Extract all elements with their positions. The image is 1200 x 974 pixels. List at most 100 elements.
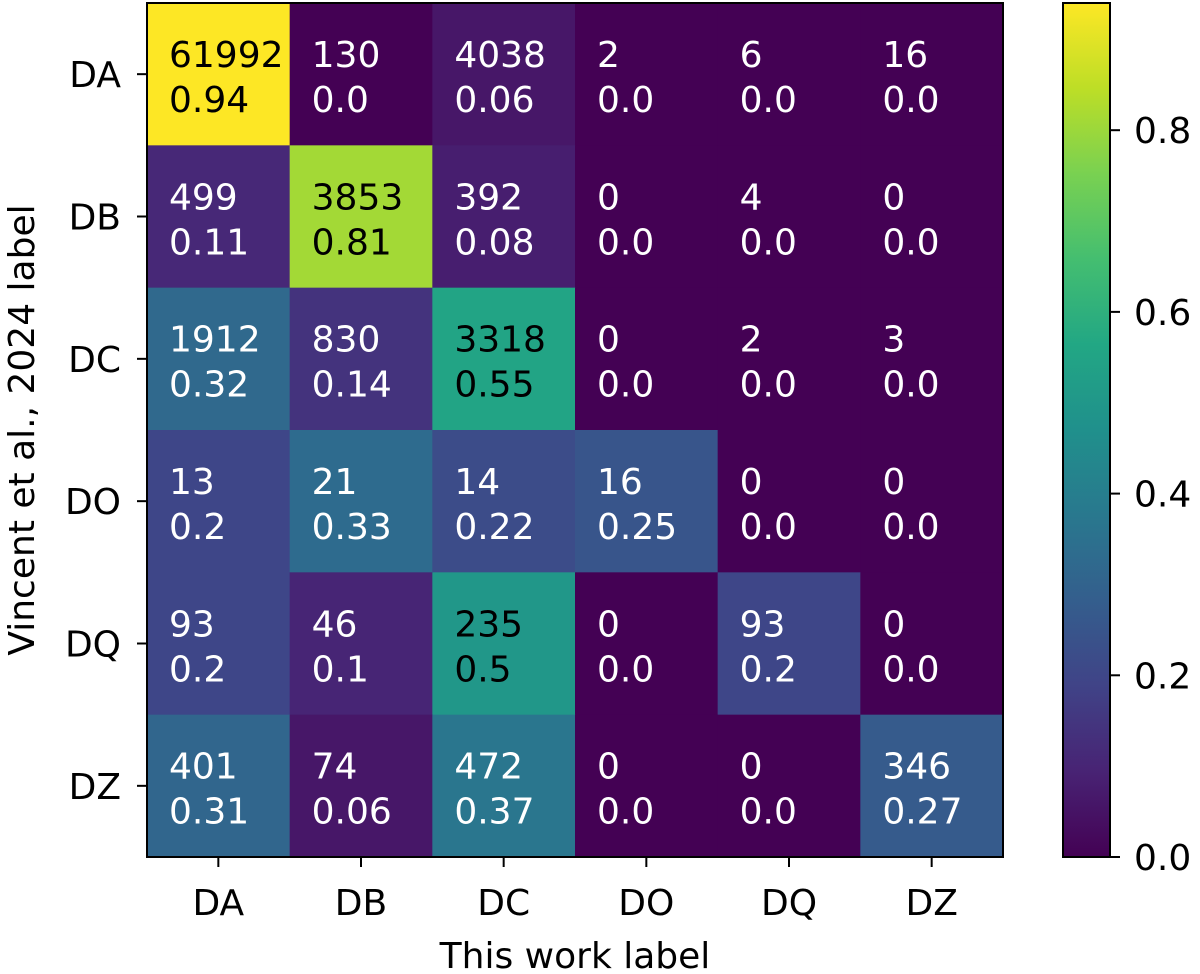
cell-count-label: 0 bbox=[882, 462, 905, 503]
x-axis: DA DB DC DO DQ DZ bbox=[192, 857, 958, 924]
cell-fraction-label: 0.0 bbox=[597, 80, 654, 121]
heatmap-cell bbox=[717, 714, 861, 858]
cell-count-label: 499 bbox=[169, 177, 238, 218]
cell-fraction-label: 0.32 bbox=[169, 365, 249, 406]
y-tick-label: DC bbox=[68, 340, 121, 381]
y-tick-label: DO bbox=[65, 482, 121, 523]
heatmap-cell bbox=[717, 145, 861, 289]
cell-count-label: 130 bbox=[312, 35, 381, 76]
plot-frame bbox=[146, 2, 1004, 858]
cell-fraction-label: 0.31 bbox=[169, 792, 249, 833]
x-tick-label: DZ bbox=[905, 883, 957, 924]
cell-count-label: 13 bbox=[169, 462, 215, 503]
heatmap-cell bbox=[717, 430, 861, 573]
y-axis-label: Vincent et al., 2024 label bbox=[2, 204, 43, 655]
cell-fraction-label: 0.0 bbox=[597, 792, 654, 833]
heatmap-cell bbox=[860, 287, 1004, 431]
cell-count-label: 0 bbox=[597, 320, 620, 361]
x-tick-label: DO bbox=[618, 883, 674, 924]
cell-count-label: 61992 bbox=[169, 35, 284, 76]
cell-fraction-label: 0.2 bbox=[740, 649, 797, 690]
heatmap-cell bbox=[289, 572, 433, 716]
cell-fraction-label: 0.2 bbox=[169, 507, 226, 548]
heatmap-cell bbox=[860, 714, 1004, 858]
colorbar-tick-label: 0.6 bbox=[1134, 293, 1191, 334]
cell-fraction-label: 0.0 bbox=[882, 649, 939, 690]
cell-count-label: 401 bbox=[169, 747, 238, 788]
cell-count-label: 346 bbox=[882, 747, 951, 788]
heatmap-cell bbox=[147, 572, 291, 716]
heatmap-cell bbox=[860, 572, 1004, 716]
cell-count-label: 93 bbox=[740, 604, 786, 645]
heatmap-cell bbox=[860, 145, 1004, 289]
cell-fraction-label: 0.0 bbox=[312, 80, 369, 121]
cell-count-label: 46 bbox=[312, 604, 358, 645]
heatmap-cell bbox=[289, 3, 433, 146]
y-tick-label: DZ bbox=[69, 767, 121, 808]
cell-fraction-label: 0.0 bbox=[597, 365, 654, 406]
heatmap-cell bbox=[147, 145, 291, 289]
cell-count-label: 0 bbox=[882, 177, 905, 218]
cell-count-label: 2 bbox=[740, 320, 763, 361]
cell-count-label: 3853 bbox=[312, 177, 404, 218]
x-tick-label: DB bbox=[335, 883, 387, 924]
colorbar-gradient bbox=[1062, 2, 1111, 858]
cell-fraction-label: 0.0 bbox=[740, 222, 797, 263]
heatmap-cell bbox=[432, 714, 576, 858]
cell-fraction-label: 0.2 bbox=[169, 649, 226, 690]
heatmap-cell bbox=[575, 714, 719, 858]
cell-fraction-label: 0.0 bbox=[740, 80, 797, 121]
cell-fraction-label: 0.08 bbox=[454, 222, 534, 263]
cell-count-label: 235 bbox=[454, 604, 523, 645]
cell-count-label: 3318 bbox=[454, 320, 546, 361]
cell-fraction-label: 0.0 bbox=[882, 222, 939, 263]
heatmap-cell bbox=[717, 287, 861, 431]
cell-count-label: 74 bbox=[312, 747, 358, 788]
x-tick-label: DQ bbox=[761, 883, 817, 924]
heatmap-cell bbox=[575, 145, 719, 289]
cell-count-label: 0 bbox=[740, 462, 763, 503]
heatmap-cell bbox=[289, 145, 433, 289]
cell-fraction-label: 0.5 bbox=[454, 649, 511, 690]
heatmap-cells: 619920.941300.040380.0620.060.0160.04990… bbox=[147, 3, 1004, 858]
y-tick-label: DQ bbox=[65, 625, 121, 666]
cell-fraction-label: 0.55 bbox=[454, 365, 534, 406]
y-tick-label: DB bbox=[69, 198, 121, 239]
cell-fraction-label: 0.06 bbox=[454, 80, 534, 121]
cell-fraction-label: 0.94 bbox=[169, 80, 249, 121]
cell-fraction-label: 0.0 bbox=[740, 365, 797, 406]
cell-fraction-label: 0.06 bbox=[312, 792, 392, 833]
heatmap-cell bbox=[147, 287, 291, 431]
y-axis: DA DB DC DO DQ DZ bbox=[65, 55, 147, 808]
cell-count-label: 4 bbox=[740, 177, 763, 218]
cell-count-label: 0 bbox=[597, 604, 620, 645]
cell-count-label: 14 bbox=[454, 462, 500, 503]
heatmap-cell bbox=[289, 430, 433, 573]
cell-fraction-label: 0.1 bbox=[312, 649, 369, 690]
heatmap-cell bbox=[432, 145, 576, 289]
heatmap-cell bbox=[860, 430, 1004, 573]
cell-count-label: 472 bbox=[454, 747, 523, 788]
heatmap-cell bbox=[147, 714, 291, 858]
cell-count-label: 21 bbox=[312, 462, 358, 503]
cell-count-label: 0 bbox=[597, 177, 620, 218]
heatmap-cell bbox=[717, 572, 861, 716]
cell-fraction-label: 0.11 bbox=[169, 222, 249, 263]
heatmap-cell bbox=[432, 3, 576, 146]
heatmap-cell bbox=[289, 287, 433, 431]
cell-fraction-label: 0.27 bbox=[882, 792, 962, 833]
cell-fraction-label: 0.0 bbox=[740, 507, 797, 548]
cell-fraction-label: 0.0 bbox=[882, 507, 939, 548]
heatmap-cell bbox=[860, 3, 1004, 146]
colorbar-tick-label: 0.8 bbox=[1134, 111, 1191, 152]
cell-count-label: 0 bbox=[882, 604, 905, 645]
cell-fraction-label: 0.0 bbox=[597, 649, 654, 690]
cell-count-label: 93 bbox=[169, 604, 215, 645]
cell-count-label: 3 bbox=[882, 320, 905, 361]
heatmap-cell bbox=[717, 3, 861, 146]
cell-count-label: 830 bbox=[312, 320, 381, 361]
x-axis-label: This work label bbox=[439, 936, 711, 974]
cell-fraction-label: 0.22 bbox=[454, 507, 534, 548]
heatmap-cell bbox=[575, 3, 719, 146]
cell-count-label: 0 bbox=[597, 747, 620, 788]
